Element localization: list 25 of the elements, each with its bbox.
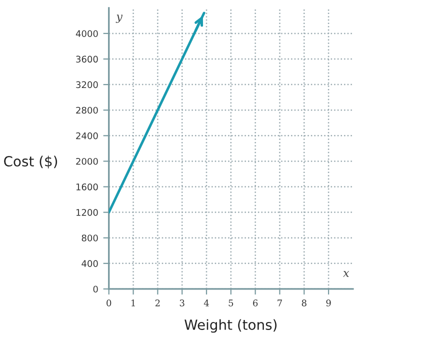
y-tick-label: 3200 <box>76 81 98 88</box>
x-tick-label: 1 <box>132 300 135 306</box>
x-tick-label: 4 <box>204 300 209 306</box>
x-tick-label: 3 <box>180 300 184 306</box>
x-axis-title: Weight (tons) <box>184 319 277 333</box>
y-tick-label: 1200 <box>76 209 98 216</box>
x-tick-label: 0 <box>106 300 112 306</box>
y-tick-label: 3600 <box>76 56 98 63</box>
x-tick-label: 6 <box>253 300 258 306</box>
y-tick-label: 2000 <box>76 158 98 165</box>
annotation: x <box>343 271 350 277</box>
x-tick-label: 8 <box>302 300 306 306</box>
y-axis-title: Cost ($) <box>4 156 58 168</box>
y-tick-label: 800 <box>82 234 98 242</box>
y-tick-label: 2800 <box>76 106 98 114</box>
y-tick-label: 2400 <box>76 132 98 140</box>
annotation: y <box>116 14 123 23</box>
y-tick-label: 0 <box>93 286 98 293</box>
y-tick-label: 1600 <box>76 183 98 190</box>
x-tick-label: 2 <box>155 300 160 306</box>
x-tick-label: 9 <box>326 300 331 306</box>
x-tick-label: 5 <box>228 300 234 306</box>
x-tick-label: 7 <box>278 300 282 306</box>
y-tick-label: 400 <box>82 260 98 267</box>
y-tick-label: 4000 <box>76 30 98 38</box>
